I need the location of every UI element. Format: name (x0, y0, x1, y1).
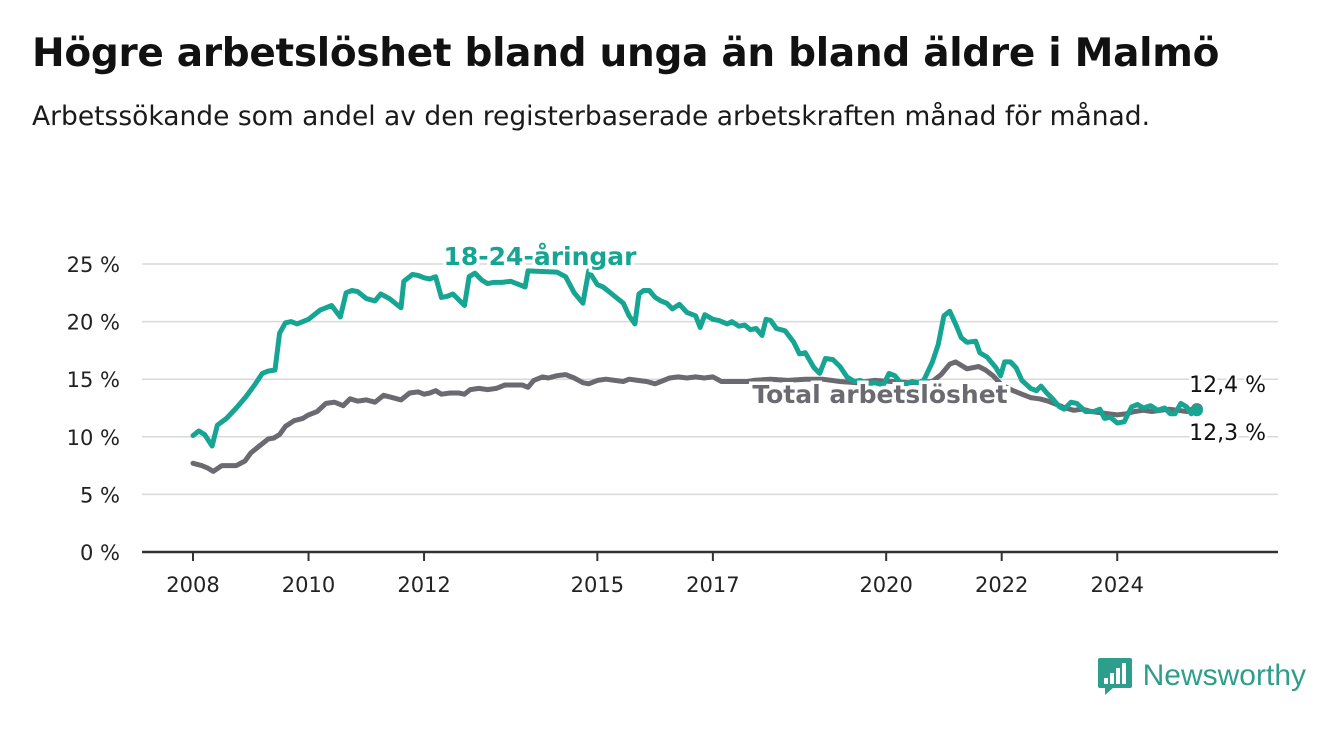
series-labels: 18-24-åringar Total arbetslöshet 12,4 % … (440, 239, 1269, 449)
y-tick-label: 0 % (80, 541, 120, 565)
end-label-youth: 12,3 % (1189, 421, 1266, 446)
x-tick-label: 2020 (859, 573, 912, 597)
chart-title: Högre arbetslöshet bland unga än bland ä… (32, 31, 1220, 76)
x-tick-label: 2022 (975, 573, 1028, 597)
newsworthy-logo-icon (1097, 658, 1132, 695)
y-tick-label: 25 % (67, 253, 120, 277)
x-tick-label: 2017 (686, 573, 739, 597)
grid-lines (142, 263, 1278, 554)
series-line-youth (190, 268, 1200, 449)
series-line-total (190, 359, 1200, 474)
y-tick-label: 10 % (67, 426, 120, 450)
end-label-total: 12,4 % (1189, 373, 1266, 398)
series-label-total: Total arbetslöshet (752, 380, 1007, 409)
y-axis-ticks: 0 % 5 % 10 % 15 % 20 % 25 % (67, 253, 120, 565)
y-tick-label: 5 % (80, 483, 120, 507)
y-tick-label: 20 % (67, 311, 120, 335)
x-tick-label: 2012 (397, 573, 450, 597)
x-tick-label: 2010 (282, 573, 335, 597)
series-label-youth: 18-24-åringar (444, 242, 638, 271)
chart-subtitle: Arbetssökande som andel av den registerb… (32, 101, 1151, 132)
x-axis-ticks: 2008 2010 2012 2015 2017 2020 2022 2024 (166, 552, 1144, 597)
brand-logo: Newsworthy (1097, 656, 1306, 696)
x-tick-label: 2015 (571, 573, 624, 597)
x-tick-label: 2024 (1091, 573, 1144, 597)
series-lines (190, 268, 1203, 474)
brand-name: Newsworthy (1142, 659, 1306, 692)
y-tick-label: 15 % (67, 368, 120, 392)
series-line-youth-end-point (1190, 404, 1203, 417)
x-tick-label: 2008 (166, 573, 219, 597)
